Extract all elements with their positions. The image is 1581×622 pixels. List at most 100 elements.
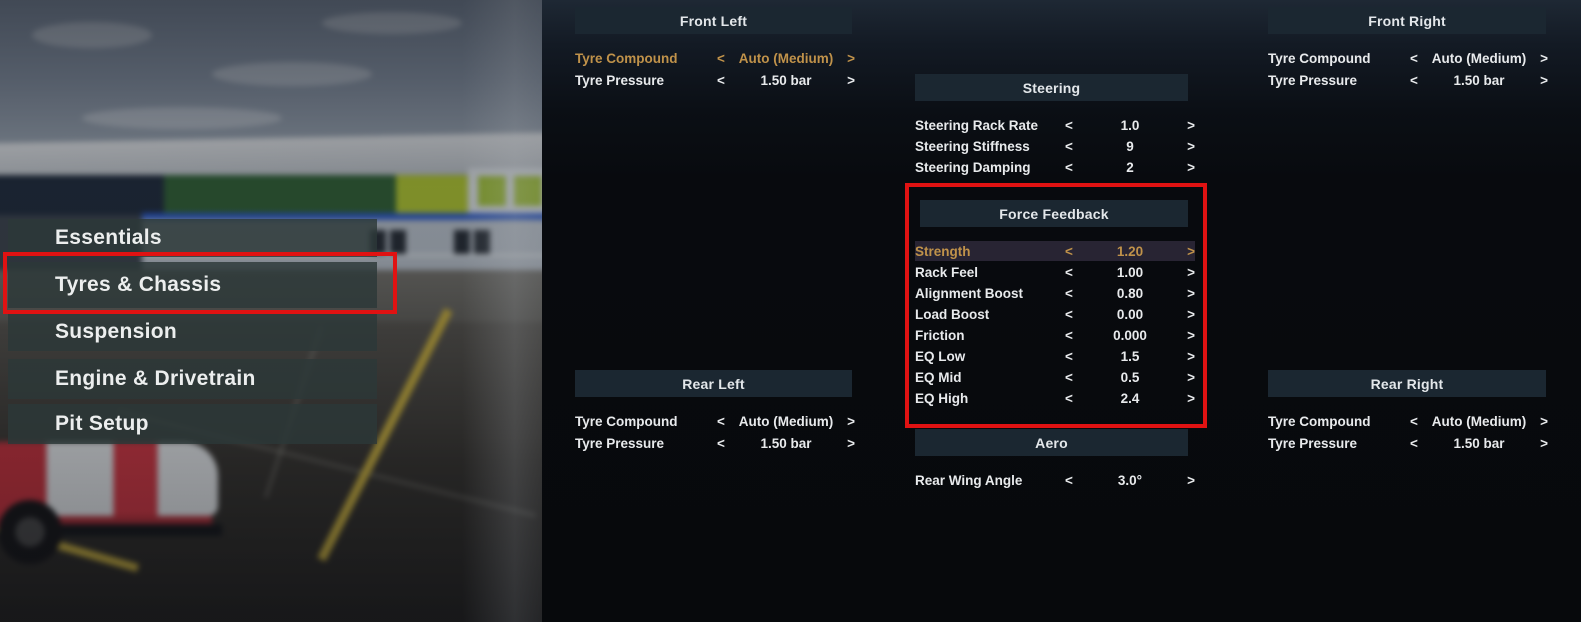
cloud (212, 62, 372, 86)
setting-value: Auto (Medium) (738, 413, 834, 429)
building-window (474, 230, 490, 254)
decrease-arrow[interactable]: < (1065, 327, 1073, 343)
setting-value: 0.80 (1116, 285, 1144, 301)
decrease-arrow[interactable]: < (1065, 390, 1073, 406)
cloud (32, 22, 152, 48)
decrease-arrow[interactable]: < (1065, 243, 1073, 259)
scene-dim-overlay (0, 0, 542, 622)
increase-arrow[interactable]: > (1540, 72, 1548, 88)
setting-value: Auto (Medium) (738, 50, 834, 66)
setting-value: Auto (Medium) (1431, 413, 1527, 429)
increase-arrow[interactable]: > (1187, 472, 1195, 488)
setting-row-fr-tyre-pressure: Tyre Pressure < 1.50 bar > (1268, 72, 1548, 88)
cloud (82, 107, 282, 129)
decrease-arrow[interactable]: < (1065, 264, 1073, 280)
increase-arrow[interactable]: > (1187, 243, 1195, 259)
setting-row-ffb-eq-low: EQ Low < 1.5 > (915, 348, 1195, 364)
setting-row-fr-tyre-compound: Tyre Compound < Auto (Medium) > (1268, 50, 1548, 66)
panel-header-rear-right: Rear Right (1268, 370, 1546, 397)
increase-arrow[interactable]: > (1187, 159, 1195, 175)
decrease-arrow[interactable]: < (1410, 413, 1418, 429)
decrease-arrow[interactable]: < (1065, 348, 1073, 364)
decrease-arrow[interactable]: < (1065, 369, 1073, 385)
panel-header-front-left: Front Left (575, 7, 852, 34)
menu-item-essentials[interactable]: Essentials (8, 219, 377, 257)
setting-value: 0.5 (1120, 369, 1140, 385)
increase-arrow[interactable]: > (1187, 348, 1195, 364)
panel-header-rear-left: Rear Left (575, 370, 852, 397)
panel-header-steering: Steering (915, 74, 1188, 101)
building-window (390, 230, 406, 254)
menu-item-engine-drivetrain[interactable]: Engine & Drivetrain (8, 359, 377, 399)
setting-row-rr-tyre-compound: Tyre Compound < Auto (Medium) > (1268, 413, 1548, 429)
increase-arrow[interactable]: > (847, 72, 855, 88)
increase-arrow[interactable]: > (1187, 369, 1195, 385)
setting-value: 0.000 (1113, 327, 1147, 343)
decrease-arrow[interactable]: < (1065, 138, 1073, 154)
increase-arrow[interactable]: > (1187, 306, 1195, 322)
decrease-arrow[interactable]: < (717, 435, 725, 451)
increase-arrow[interactable]: > (1540, 50, 1548, 66)
pit-lane-background (0, 0, 542, 622)
menu-item-label: Suspension (55, 320, 178, 343)
decrease-arrow[interactable]: < (1410, 435, 1418, 451)
decrease-arrow[interactable]: < (717, 50, 725, 66)
increase-arrow[interactable]: > (1187, 327, 1195, 343)
decrease-arrow[interactable]: < (1410, 50, 1418, 66)
setting-row-steering-damping: Steering Damping < 2 > (915, 159, 1195, 175)
decrease-arrow[interactable]: < (1410, 72, 1418, 88)
garage-panel-green (164, 175, 396, 215)
building-window (454, 230, 470, 254)
setting-row-rl-tyre-compound: Tyre Compound < Auto (Medium) > (575, 413, 855, 429)
menu-item-label: Essentials (55, 226, 162, 249)
cloud (322, 12, 462, 34)
increase-arrow[interactable]: > (1540, 435, 1548, 451)
setting-value: 3.0° (1117, 472, 1143, 488)
menu-item-label: Tyres & Chassis (55, 273, 222, 296)
setting-row-rear-wing-angle: Rear Wing Angle < 3.0° > (915, 472, 1195, 488)
panel-header-aero: Aero (915, 429, 1188, 456)
setting-value: 1.50 bar (1453, 72, 1505, 88)
increase-arrow[interactable]: > (1187, 117, 1195, 133)
setting-row-ffb-strength: Strength < 1.20 > (915, 241, 1195, 261)
increase-arrow[interactable]: > (847, 435, 855, 451)
increase-arrow[interactable]: > (1187, 285, 1195, 301)
menu-item-pit-setup[interactable]: Pit Setup (8, 404, 377, 444)
decrease-arrow[interactable]: < (1065, 117, 1073, 133)
setting-value: 1.0 (1120, 117, 1140, 133)
setting-row-ffb-eq-high: EQ High < 2.4 > (915, 390, 1195, 406)
increase-arrow[interactable]: > (1187, 390, 1195, 406)
setting-value: 1.20 (1116, 243, 1144, 259)
decrease-arrow[interactable]: < (1065, 472, 1073, 488)
garage-panel-navy (0, 175, 164, 215)
increase-arrow[interactable]: > (847, 413, 855, 429)
menu-item-label: Pit Setup (55, 412, 149, 435)
building-blue-stripe (142, 213, 542, 221)
decrease-arrow[interactable]: < (1065, 285, 1073, 301)
setting-value: 2 (1126, 159, 1134, 175)
garage-panel-lime (396, 175, 468, 215)
setting-value: 2.4 (1120, 390, 1140, 406)
setting-value: Auto (Medium) (1431, 50, 1527, 66)
setting-value: 0.00 (1116, 306, 1144, 322)
setting-row-steering-stiffness: Steering Stiffness < 9 > (915, 138, 1195, 154)
menu-item-tyres-chassis[interactable]: Tyres & Chassis (8, 262, 377, 308)
increase-arrow[interactable]: > (1187, 138, 1195, 154)
decrease-arrow[interactable]: < (717, 72, 725, 88)
race-car-wheel (0, 500, 62, 564)
setup-overlay-panel (542, 0, 1581, 622)
decrease-arrow[interactable]: < (717, 413, 725, 429)
menu-item-suspension[interactable]: Suspension (8, 313, 377, 351)
setting-row-ffb-alignment-boost: Alignment Boost < 0.80 > (915, 285, 1195, 301)
light-flare (462, 0, 542, 622)
increase-arrow[interactable]: > (1540, 413, 1548, 429)
setting-row-ffb-friction: Friction < 0.000 > (915, 327, 1195, 343)
setting-row-ffb-rack-feel: Rack Feel < 1.00 > (915, 264, 1195, 280)
panel-header-force-feedback: Force Feedback (920, 200, 1188, 227)
decrease-arrow[interactable]: < (1065, 159, 1073, 175)
decrease-arrow[interactable]: < (1065, 306, 1073, 322)
increase-arrow[interactable]: > (847, 50, 855, 66)
setting-row-ffb-load-boost: Load Boost < 0.00 > (915, 306, 1195, 322)
increase-arrow[interactable]: > (1187, 264, 1195, 280)
